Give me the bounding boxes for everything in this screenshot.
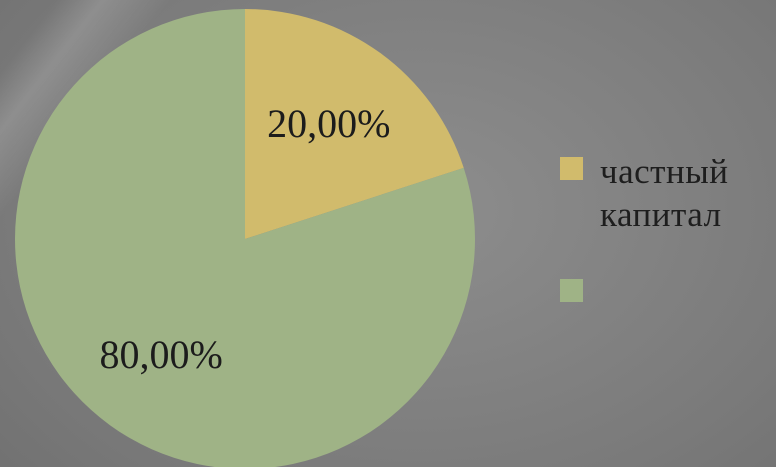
chart-legend: частный капитал — [560, 150, 772, 336]
legend-item-1 — [560, 272, 772, 302]
legend-swatch-1 — [560, 279, 583, 302]
legend-item-0: частный капитал — [560, 150, 772, 236]
legend-label-0: частный капитал — [600, 152, 729, 234]
pie-slices — [15, 9, 475, 467]
pie-slice-0 — [245, 9, 464, 239]
pie-data-labels: 20,00% 80,00% — [100, 101, 391, 377]
pie-data-label-0: 20,00% — [267, 101, 390, 146]
pie-slice-1 — [15, 9, 475, 467]
pie-data-label-1: 80,00% — [100, 332, 223, 377]
legend-swatch-0 — [560, 157, 583, 180]
